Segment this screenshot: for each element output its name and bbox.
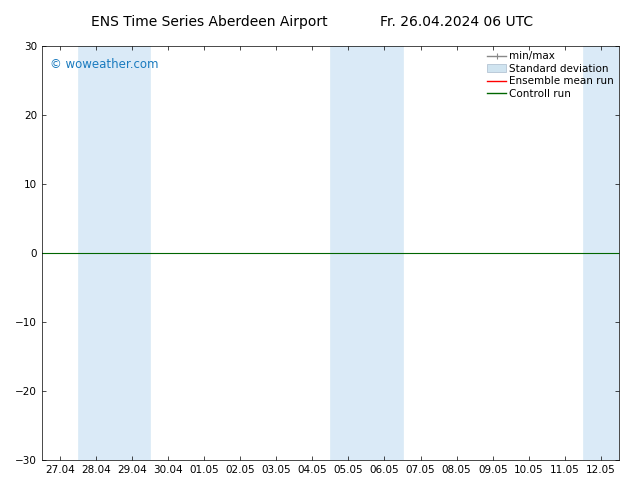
Bar xyxy=(583,46,619,460)
Text: Fr. 26.04.2024 06 UTC: Fr. 26.04.2024 06 UTC xyxy=(380,15,533,29)
Text: ENS Time Series Aberdeen Airport: ENS Time Series Aberdeen Airport xyxy=(91,15,328,29)
Legend: min/max, Standard deviation, Ensemble mean run, Controll run: min/max, Standard deviation, Ensemble me… xyxy=(485,49,616,101)
Text: © woweather.com: © woweather.com xyxy=(50,58,159,72)
Bar xyxy=(330,46,403,460)
Bar xyxy=(78,46,150,460)
